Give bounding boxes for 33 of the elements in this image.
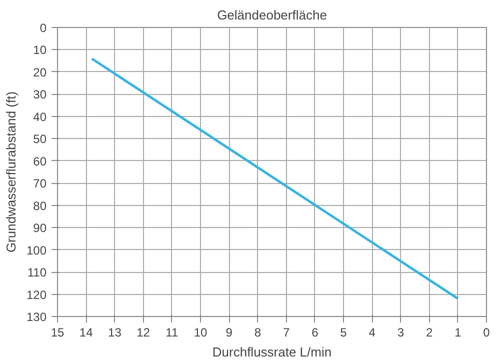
y-tick-label: 120 bbox=[26, 288, 47, 302]
x-tick-label: 1 bbox=[454, 326, 462, 340]
y-tick-label: 20 bbox=[33, 65, 47, 80]
x-tick-label: 7 bbox=[282, 326, 290, 340]
y-tick-label: 100 bbox=[26, 243, 47, 258]
y-tick-label: 90 bbox=[33, 221, 47, 236]
y-tick-label: 30 bbox=[33, 88, 47, 102]
y-tick-label: 80 bbox=[33, 198, 47, 213]
x-tick-label: 13 bbox=[108, 326, 122, 340]
x-tick-label: 12 bbox=[136, 326, 150, 340]
x-tick-label: 11 bbox=[166, 326, 178, 340]
x-tick-label: 4 bbox=[368, 326, 376, 340]
x-tick-label: 3 bbox=[397, 326, 404, 340]
x-tick-label: 15 bbox=[50, 326, 64, 340]
x-tick-label: 6 bbox=[312, 326, 319, 340]
y-tick-label: 40 bbox=[33, 110, 47, 124]
x-tick-label: 14 bbox=[79, 326, 94, 340]
x-tick-label: 8 bbox=[254, 326, 262, 340]
x-tick-label: 9 bbox=[226, 326, 233, 340]
x-tick-label: 10 bbox=[194, 326, 208, 340]
y-tick-label: 110 bbox=[27, 266, 47, 280]
y-tick-label: 50 bbox=[33, 132, 47, 146]
y-tick-label: 130 bbox=[26, 310, 47, 324]
chart-title: Geländeoberfläche bbox=[217, 8, 327, 22]
y-tick-label: 70 bbox=[33, 176, 47, 191]
x-axis-title: Durchflussrate L/min bbox=[212, 344, 332, 360]
x-tick-label: 2 bbox=[426, 326, 433, 340]
y-tick-label: 0 bbox=[40, 21, 47, 35]
y-tick-label: 10 bbox=[33, 43, 47, 58]
x-tick-label: 0 bbox=[483, 326, 490, 340]
y-tick-label: 60 bbox=[33, 154, 47, 168]
y-axis-title: Grundwasserflurabstand (ft) bbox=[3, 91, 18, 253]
x-tick-label: 5 bbox=[340, 326, 348, 340]
